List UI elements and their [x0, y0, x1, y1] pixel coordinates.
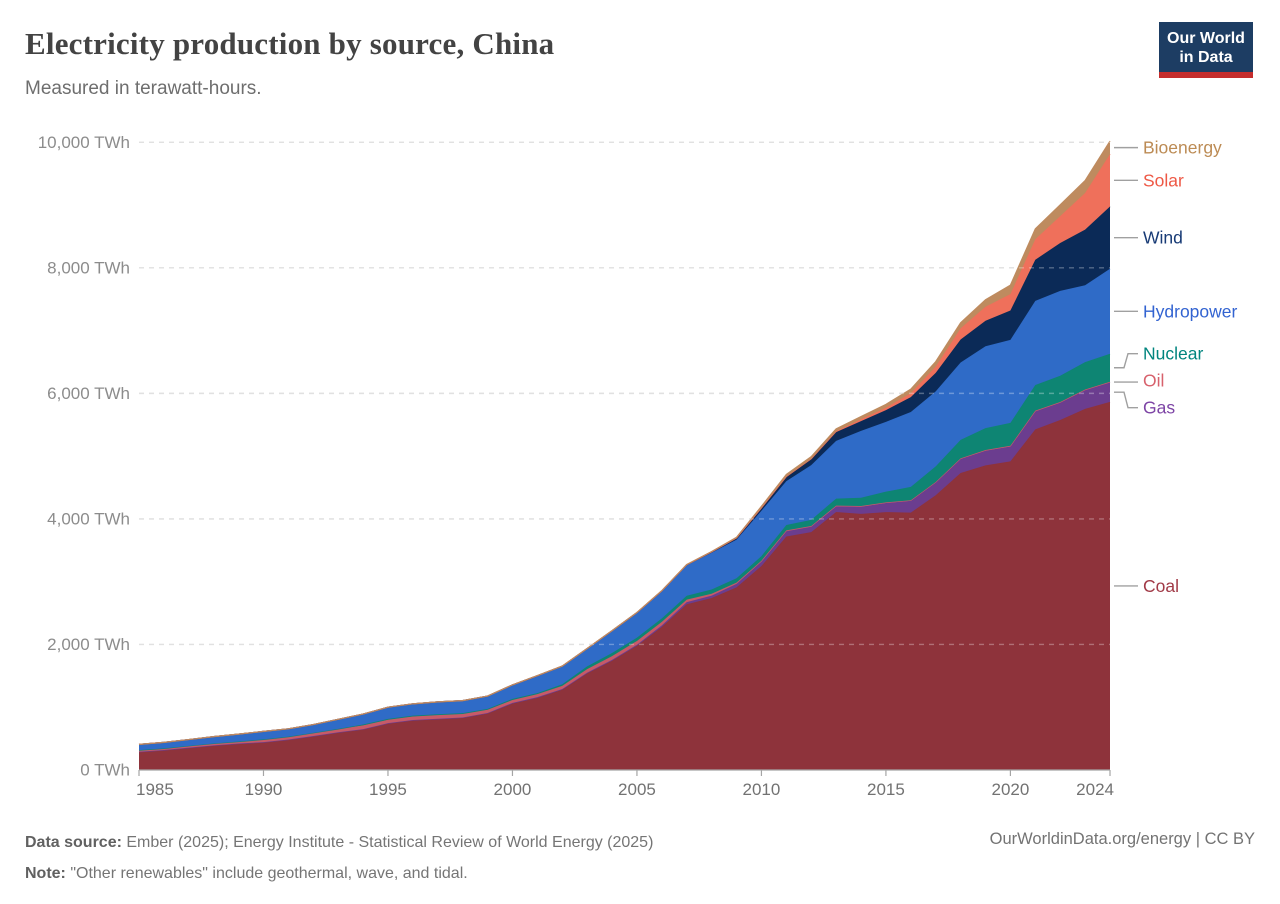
owid-logo-line1: Our World	[1167, 30, 1245, 47]
legend-label-nuclear[interactable]: Nuclear	[1143, 344, 1203, 364]
area-coal[interactable]	[139, 401, 1110, 770]
x-axis-tick-label: 2005	[618, 780, 656, 799]
x-axis-tick-label: 2024	[1076, 780, 1114, 799]
x-axis-tick-label: 1985	[136, 780, 174, 799]
owid-logo-line2: in Data	[1179, 49, 1233, 66]
x-axis-tick-label: 1995	[369, 780, 407, 799]
note-label: Note:	[25, 865, 66, 882]
footer-notes: Data source: Ember (2025); Energy Instit…	[25, 827, 653, 889]
owid-logo[interactable]: Our World in Data	[1159, 22, 1253, 78]
chart-subtitle: Measured in terawatt-hours.	[25, 78, 262, 99]
legend-label-oil[interactable]: Oil	[1143, 371, 1164, 391]
legend-label-hydropower[interactable]: Hydropower	[1143, 301, 1238, 321]
legend-label-coal[interactable]: Coal	[1143, 576, 1179, 596]
legend-label-solar[interactable]: Solar	[1143, 170, 1184, 190]
legend-line-nuclear	[1114, 352, 1138, 369]
y-axis-tick-label: 0 TWh	[80, 761, 130, 780]
x-axis-tick-label: 2010	[743, 780, 781, 799]
y-axis-tick-label: 6,000 TWh	[47, 384, 130, 403]
legend-label-wind[interactable]: Wind	[1143, 228, 1183, 248]
legend-line-gas	[1114, 391, 1138, 409]
x-axis-tick-label: 2015	[867, 780, 905, 799]
note-line: Note: "Other renewables" include geother…	[25, 858, 653, 889]
x-axis-tick-label: 2000	[494, 780, 532, 799]
x-axis-tick-label: 1990	[245, 780, 283, 799]
y-axis-tick-label: 8,000 TWh	[47, 258, 130, 277]
page-title: Electricity production by source, China	[25, 26, 555, 61]
data-source-line: Data source: Ember (2025); Energy Instit…	[25, 827, 653, 858]
legend-label-gas[interactable]: Gas	[1143, 398, 1175, 418]
license-credit[interactable]: OurWorldinData.org/energy | CC BY	[989, 830, 1255, 848]
y-axis-tick-label: 4,000 TWh	[47, 509, 130, 528]
x-axis-tick-label: 2020	[991, 780, 1029, 799]
data-source-label: Data source:	[25, 834, 122, 851]
y-axis-tick-label: 2,000 TWh	[47, 635, 130, 654]
note-text: "Other renewables" include geothermal, w…	[65, 865, 468, 882]
legend-label-bioenergy[interactable]: Bioenergy	[1143, 138, 1222, 158]
data-source-text: Ember (2025); Energy Institute - Statist…	[121, 834, 654, 851]
area-topline-bioenergy	[138, 140, 1111, 745]
y-axis-tick-label: 10,000 TWh	[38, 133, 130, 152]
